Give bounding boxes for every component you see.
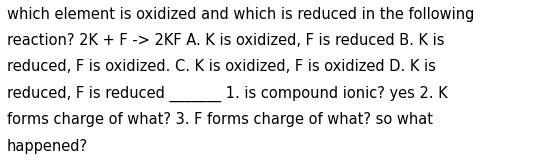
Text: reduced, F is reduced _______ 1. is compound ionic? yes 2. K: reduced, F is reduced _______ 1. is comp… [7, 86, 448, 102]
Text: happened?: happened? [7, 139, 88, 154]
Text: reaction? 2K + F -> 2KF A. K is oxidized, F is reduced B. K is: reaction? 2K + F -> 2KF A. K is oxidized… [7, 33, 444, 48]
Text: reduced, F is oxidized. C. K is oxidized, F is oxidized D. K is: reduced, F is oxidized. C. K is oxidized… [7, 59, 436, 74]
Text: forms charge of what? 3. F forms charge of what? so what: forms charge of what? 3. F forms charge … [7, 112, 432, 127]
Text: which element is oxidized and which is reduced in the following: which element is oxidized and which is r… [7, 7, 474, 22]
